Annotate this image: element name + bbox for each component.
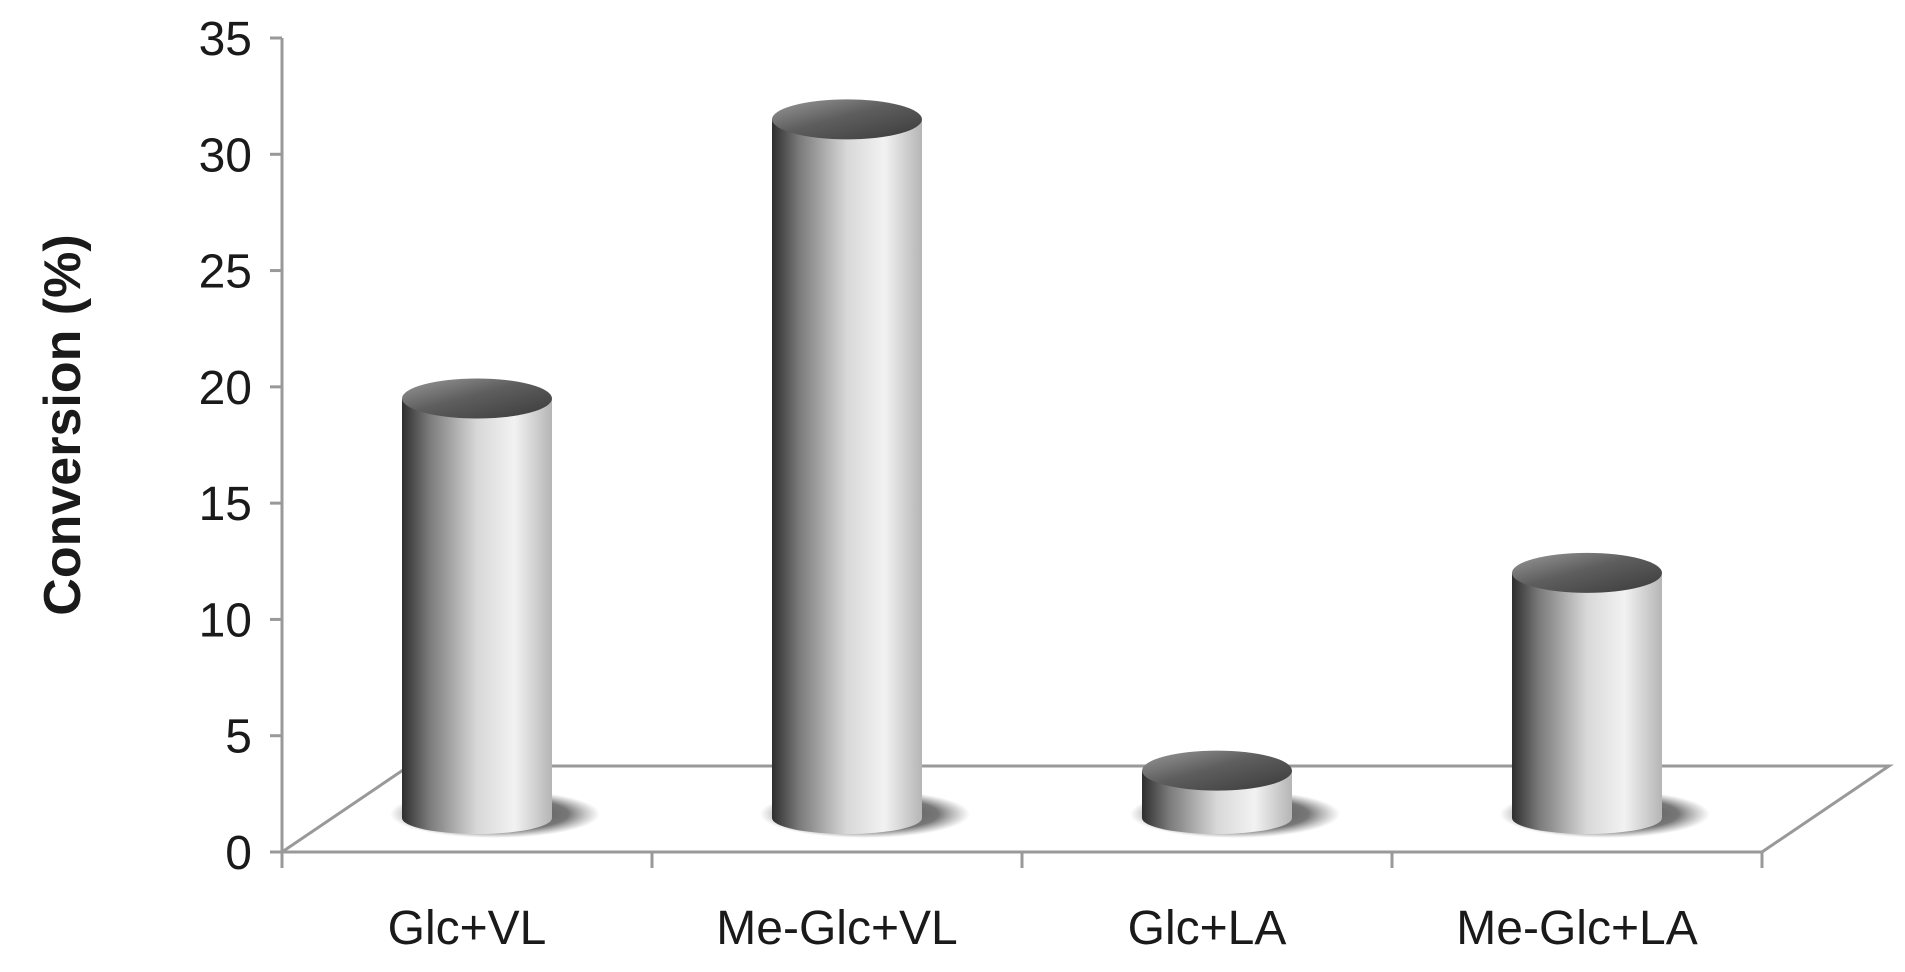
y-tick-label: 5 — [225, 711, 252, 764]
bar-top — [772, 99, 922, 140]
x-category-label: Me-Glc+VL — [716, 902, 957, 955]
bar-top — [1512, 552, 1662, 593]
y-axis-title: Conversion (%) — [34, 234, 92, 615]
y-tick-label: 0 — [225, 827, 252, 880]
bar — [1500, 552, 1710, 838]
bar — [390, 378, 600, 838]
bar-body — [402, 398, 552, 834]
y-tick-label: 30 — [199, 129, 252, 182]
y-tick-label: 35 — [199, 13, 252, 66]
category-labels: Glc+VL Me-Glc+VL Glc+LA Me-Glc+LA — [388, 902, 1698, 955]
bar-top — [402, 378, 552, 419]
x-axis-ticks — [280, 852, 1764, 868]
bar — [760, 99, 970, 838]
y-tick-label: 25 — [199, 246, 252, 299]
bar-body — [772, 119, 922, 834]
bars — [390, 99, 1710, 838]
y-tick-label: 15 — [199, 478, 252, 531]
x-category-label: Glc+LA — [1128, 902, 1287, 955]
bar-top — [1142, 750, 1292, 791]
y-tick-label: 20 — [199, 362, 252, 415]
x-category-label: Glc+VL — [388, 902, 547, 955]
bar — [1130, 750, 1340, 838]
y-axis-ticks: 0 5 10 15 20 25 30 35 — [199, 13, 282, 880]
bar-body — [1512, 572, 1662, 834]
y-tick-label: 10 — [199, 594, 252, 647]
x-category-label: Me-Glc+LA — [1456, 902, 1697, 955]
